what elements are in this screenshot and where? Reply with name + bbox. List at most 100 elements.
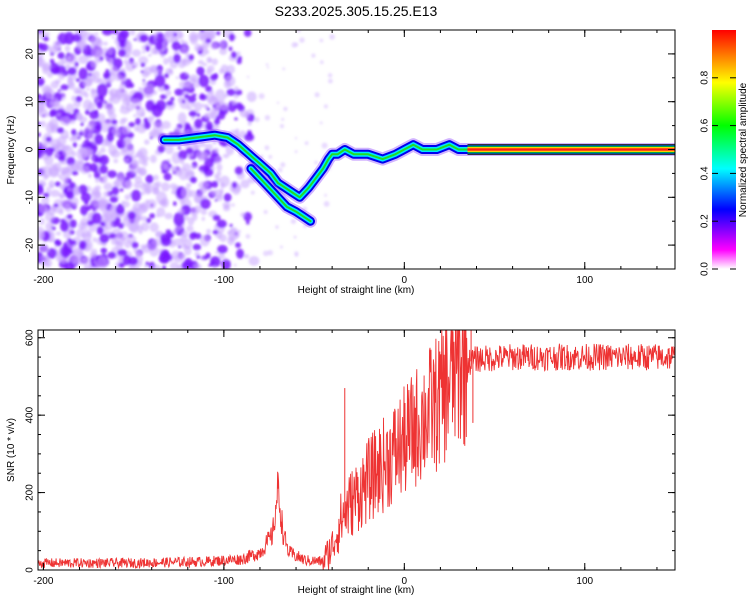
- noise-blob: [62, 145, 74, 157]
- noise-blob: [206, 228, 212, 235]
- noise-blob: [58, 72, 66, 80]
- noise-blob: [206, 107, 210, 111]
- noise-blob: [124, 158, 130, 163]
- noise-blob: [228, 33, 235, 42]
- noise-blob: [73, 100, 81, 108]
- noise-blob: [194, 118, 203, 129]
- noise-blob: [78, 30, 88, 37]
- noise-blob: [231, 51, 237, 59]
- noise-blob: [69, 136, 76, 142]
- noise-blob: [93, 156, 102, 163]
- noise-blob: [192, 232, 197, 237]
- noise-blob: [139, 168, 147, 176]
- noise-blob: [168, 132, 174, 137]
- noise-blob: [97, 78, 104, 84]
- noise-blob: [45, 136, 52, 142]
- noise-blob: [235, 242, 241, 248]
- noise-blob: [182, 163, 191, 171]
- noise-blob: [51, 226, 56, 231]
- noise-blob: [264, 145, 270, 151]
- noise-blob: [110, 65, 119, 76]
- noise-blob: [54, 100, 61, 107]
- y-tick-label: 0: [25, 146, 36, 152]
- noise-blob: [106, 79, 112, 85]
- noise-blob: [200, 257, 205, 261]
- noise-blob: [194, 205, 202, 214]
- noise-blob: [114, 234, 125, 246]
- noise-blob: [206, 91, 215, 103]
- branch-line: [249, 167, 312, 223]
- noise-blob: [88, 72, 92, 77]
- noise-blob: [76, 41, 86, 49]
- noise-blob: [263, 250, 269, 257]
- noise-blob: [275, 225, 279, 229]
- noise-blob: [225, 144, 235, 156]
- noise-blob: [294, 253, 299, 257]
- noise-blob: [240, 212, 246, 218]
- noise-blob: [201, 216, 205, 221]
- noise-blob: [71, 196, 79, 207]
- noise-blob: [58, 156, 66, 162]
- noise-blob: [57, 89, 62, 92]
- noise-blob: [59, 184, 65, 190]
- noise-blob: [165, 144, 174, 155]
- noise-blob: [228, 46, 233, 51]
- spectrogram-x-label: Height of straight line (km): [298, 285, 415, 296]
- noise-blob: [294, 150, 298, 154]
- noise-blob: [140, 216, 148, 222]
- noise-blob: [67, 76, 73, 83]
- noise-blob: [94, 32, 99, 36]
- noise-blob: [142, 66, 153, 76]
- noise-blob: [196, 113, 201, 118]
- noise-blob: [267, 249, 274, 256]
- snr-frame: [37, 329, 676, 571]
- noise-blob: [254, 116, 260, 123]
- noise-blob: [109, 196, 119, 203]
- noise-blob: [171, 190, 176, 195]
- noise-blob: [205, 113, 210, 118]
- noise-blob: [207, 65, 215, 73]
- y-tick-label: 600: [25, 329, 36, 346]
- noise-blob: [131, 98, 142, 109]
- noise-blob: [233, 263, 237, 267]
- noise-blob: [64, 45, 71, 52]
- noise-blob: [127, 211, 136, 220]
- noise-blob: [65, 103, 75, 114]
- noise-blob: [100, 120, 111, 133]
- noise-blob: [297, 30, 301, 33]
- noise-blob: [199, 141, 206, 148]
- noise-blob: [177, 112, 187, 124]
- noise-blob: [232, 181, 237, 189]
- noise-blob: [189, 31, 198, 42]
- noise-blob: [115, 204, 125, 215]
- noise-blob: [153, 90, 158, 95]
- noise-blob: [173, 238, 184, 247]
- noise-blob: [323, 104, 328, 109]
- snr-y-label: SNR (10 * v/v): [6, 418, 17, 482]
- noise-blob: [111, 36, 115, 39]
- noise-blob: [60, 220, 69, 232]
- noise-blob: [80, 122, 84, 127]
- noise-blob: [226, 81, 230, 86]
- noise-blob: [46, 248, 50, 253]
- noise-blob: [79, 89, 87, 97]
- noise-blob: [71, 95, 77, 102]
- noise-blob: [162, 31, 174, 44]
- noise-blob: [113, 158, 119, 164]
- snr-axes: -200 -100 0 100 0 200 400 600: [25, 329, 675, 587]
- noise-blob: [49, 147, 55, 152]
- noise-blob: [210, 74, 218, 81]
- noise-blob: [153, 50, 158, 54]
- noise-blob: [239, 111, 244, 116]
- noise-blob: [38, 230, 45, 241]
- noise-blob: [38, 82, 43, 86]
- noise-blob: [96, 101, 103, 109]
- noise-blob: [236, 51, 241, 56]
- noise-blob: [74, 187, 81, 196]
- noise-blob: [304, 141, 309, 146]
- noise-blob: [283, 106, 288, 112]
- noise-blob: [163, 84, 170, 91]
- noise-blob: [211, 58, 218, 66]
- noise-blob: [83, 262, 93, 269]
